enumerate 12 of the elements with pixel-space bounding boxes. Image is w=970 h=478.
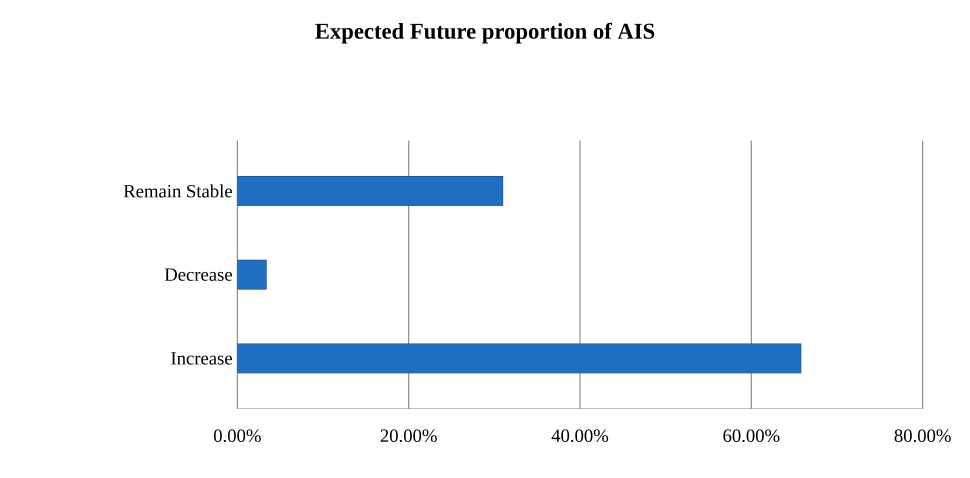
x-tick-label: 80.00% <box>894 429 951 442</box>
x-tick-label: 60.00% <box>723 429 780 442</box>
x-tick-label: 0.00% <box>214 429 261 442</box>
y-tick-label: Remain Stable <box>124 184 232 198</box>
y-tick-label: Increase <box>171 352 232 365</box>
x-tick-label: 20.00% <box>380 429 437 442</box>
y-tick-label: Decrease <box>164 268 232 281</box>
bar <box>237 343 802 374</box>
bar <box>237 260 267 290</box>
x-tick-label: 40.00% <box>552 429 608 442</box>
bar <box>237 176 504 206</box>
chart-title: Expected Future proportion of AIS <box>315 22 654 44</box>
